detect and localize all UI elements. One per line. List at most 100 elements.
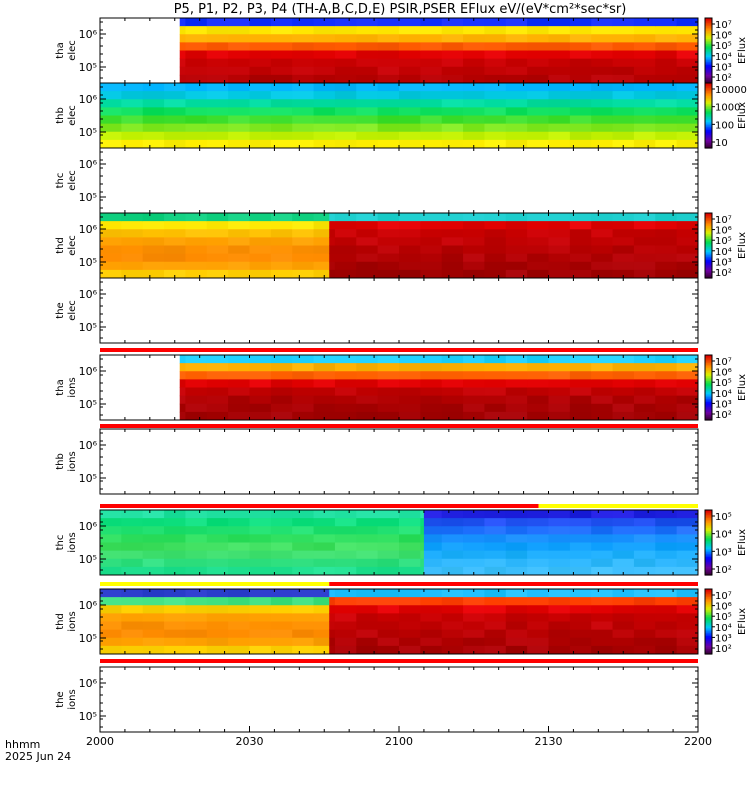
spectrogram-cell — [591, 139, 614, 149]
spectrogram-cell — [185, 253, 208, 263]
spectrogram-cell — [591, 355, 614, 364]
spectrogram-cell — [548, 387, 571, 397]
colorbar-swatch — [705, 268, 712, 271]
spectrogram-cell — [399, 534, 421, 543]
spectrogram-cell — [206, 34, 229, 43]
spectrogram-cell — [228, 237, 250, 246]
colorbar-swatch — [705, 99, 712, 102]
colorbar-swatch — [705, 39, 712, 42]
spectrogram-cell — [591, 363, 614, 372]
colorbar-swatch — [705, 260, 712, 263]
spectrogram-cell — [356, 510, 379, 519]
spectrogram-cell — [228, 518, 250, 527]
colorbar-tick-label: 10⁵ — [715, 378, 732, 389]
spectrogram-cell — [527, 91, 549, 100]
spectrogram-cell — [377, 107, 400, 116]
spectrogram-cell — [377, 237, 400, 246]
spectrogram-cell — [591, 589, 614, 598]
spectrogram-cell — [420, 613, 443, 622]
spectrogram-cell — [441, 363, 464, 372]
colorbar-swatch — [705, 222, 712, 225]
spectrogram-cell — [270, 253, 293, 263]
spectrogram-cell — [423, 518, 443, 527]
spectrogram-cell — [377, 613, 400, 622]
spectrogram-cell — [142, 629, 165, 639]
colorbar-label: EFlux — [737, 232, 748, 259]
colorbar-swatch — [705, 76, 712, 79]
colorbar-swatch — [705, 545, 712, 548]
panel-species-label: elec — [67, 235, 78, 256]
spectrogram-cell — [420, 371, 443, 380]
spectrogram-cell — [484, 566, 507, 576]
spectrogram-cell — [228, 597, 250, 606]
spectrogram-cell — [463, 403, 485, 413]
spectrogram-cell — [249, 245, 272, 255]
spectrogram-cell — [121, 107, 144, 116]
colorbar-tick-label: 10³ — [715, 547, 732, 558]
spectrogram-cell — [505, 99, 528, 108]
colorbar-tick-label: 100 — [715, 120, 734, 131]
spectrogram-cell — [206, 237, 229, 246]
spectrogram-cell — [569, 18, 592, 27]
panel-frame — [99, 428, 699, 495]
spectrogram-cell — [633, 558, 656, 568]
spectrogram-cell — [420, 597, 443, 606]
spectrogram-cell — [313, 411, 336, 421]
spectrogram-cell — [569, 50, 592, 60]
spectrogram-cell — [612, 526, 635, 535]
spectrogram-cell — [655, 411, 678, 421]
spectrogram-cell — [399, 395, 421, 405]
spectrogram-cell — [612, 115, 635, 125]
colorbar-swatch — [705, 532, 712, 535]
spectrogram-cell — [484, 74, 507, 84]
spectrogram-cell — [356, 107, 379, 116]
colorbar-swatch — [705, 379, 712, 382]
spectrogram-cell — [399, 26, 421, 35]
spectrogram-cell — [399, 518, 421, 527]
spectrogram-cell — [591, 518, 614, 527]
colorbar-swatch — [705, 521, 712, 524]
spectrogram-cell — [420, 379, 443, 388]
spectrogram-cell — [633, 42, 656, 51]
colorbar-swatch — [705, 400, 712, 403]
spectrogram-cell — [505, 550, 528, 560]
panel-frame — [99, 666, 699, 733]
spectrogram-cell — [179, 50, 186, 60]
spectrogram-cell — [548, 395, 571, 405]
spectrogram-cell — [612, 18, 635, 27]
spectrogram-cell — [206, 371, 229, 380]
colorbar-swatch — [705, 562, 712, 565]
spectrogram-cell — [420, 589, 443, 598]
spectrogram-cell — [334, 83, 357, 92]
colorbar-swatch — [705, 242, 712, 245]
date-label: 2025 Jun 24 — [5, 750, 71, 763]
spectrogram-cell — [356, 629, 379, 639]
spectrogram-cell — [591, 534, 614, 543]
spectrogram-cell — [676, 50, 699, 60]
spectrogram-cell — [612, 395, 635, 405]
spectrogram-cell — [441, 558, 464, 568]
colorbar-swatch — [705, 634, 712, 637]
spectrogram-cell — [185, 123, 208, 133]
colorbar-swatch — [705, 138, 712, 141]
spectrogram-cell — [633, 115, 656, 125]
spectrogram-cell — [206, 253, 229, 263]
spectrogram-cell — [441, 107, 464, 116]
spectrogram-cell — [527, 261, 549, 271]
colorbar-swatch — [705, 602, 712, 605]
spectrogram-cell — [164, 115, 186, 125]
spectrogram-cell — [527, 42, 549, 51]
spectrogram-cell — [569, 597, 592, 606]
spectrogram-cell — [164, 542, 186, 552]
spectrogram-cell — [292, 115, 315, 125]
colorbar-swatch — [705, 552, 712, 555]
spectrogram-cell — [463, 139, 485, 149]
colorbar-swatch — [705, 100, 712, 104]
y-tick-label: 10⁵ — [79, 632, 97, 645]
colorbar-swatch — [705, 398, 712, 402]
spectrogram-cell — [463, 115, 485, 125]
colorbar-swatch — [705, 243, 712, 247]
spectrogram-cell — [270, 542, 293, 552]
spectrogram-cell — [329, 253, 336, 263]
colorbar-tick-label: 10³ — [715, 257, 732, 268]
